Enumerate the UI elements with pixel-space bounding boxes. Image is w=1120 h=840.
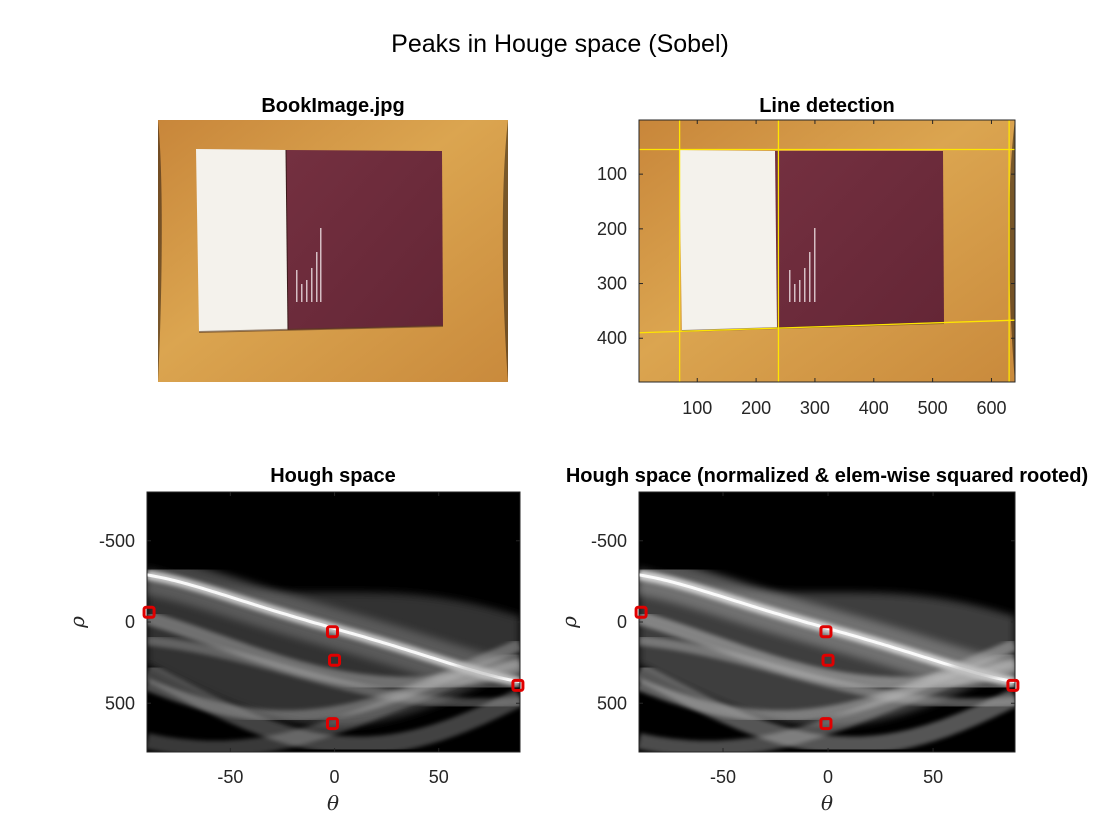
hough-space-peak-0 (142, 605, 156, 619)
hough-space-peak-4 (325, 717, 339, 731)
line-detection-ytick-1: 200 (597, 219, 627, 239)
hough-space-peak-3 (511, 678, 525, 692)
line-detection-xtick-0: 100 (682, 398, 712, 418)
line-detection-xtick-1: 200 (741, 398, 771, 418)
line-detection-xtick-2: 300 (800, 398, 830, 418)
hough-accumulator (147, 492, 520, 752)
line-detection-xtick-5: 600 (976, 398, 1006, 418)
hough-normalized-peak-4 (819, 717, 833, 731)
hough-normalized-peak-3 (1006, 678, 1020, 692)
panel-hough-normalized: Hough space (normalized & elem-wise squa… (557, 465, 1088, 815)
panel-line-detection-title: Line detection (759, 95, 895, 117)
hough-normalized-ytick-1: 0 (617, 612, 627, 632)
panel-hough-space-title: Hough space (270, 465, 396, 487)
hough-normalized-peak-1 (819, 625, 833, 639)
line-detection-photo (639, 120, 1015, 382)
panel-book-image: BookImage.jpg (158, 95, 508, 382)
detected-lines (639, 120, 1015, 382)
detected-line-4 (639, 319, 1015, 334)
book-photo (158, 120, 508, 382)
hough-space-peaks (142, 605, 525, 731)
panel-book-image-title: BookImage.jpg (261, 95, 404, 117)
hough-normalized-xtick-2: 50 (923, 767, 943, 787)
hough-normalized-xtick-1: 0 (823, 767, 833, 787)
hough-normalized-accumulator (639, 492, 1015, 752)
hough-space-ytick-2: 500 (105, 693, 135, 713)
hough-normalized-xtick-0: -50 (710, 767, 736, 787)
hough-space-peak-1 (325, 625, 339, 639)
hough-normalized-peaks (634, 605, 1020, 731)
hough-space-xtick-0: -50 (217, 767, 243, 787)
hough-space-ylabel: ρ (65, 616, 89, 629)
line-detection-axes: 100 200 300 400 500 600 100 200 300 400 (597, 119, 1016, 418)
hough-space-ytick-0: -500 (99, 531, 135, 551)
line-detection-ytick-3: 400 (597, 328, 627, 348)
hough-normalized-peak-0 (634, 605, 648, 619)
hough-space-ytick-1: 0 (125, 612, 135, 632)
hough-normalized-peak-2 (821, 653, 835, 667)
line-detection-ytick-2: 300 (597, 274, 627, 294)
figure-suptitle: Peaks in Houge space (Sobel) (391, 30, 729, 58)
panel-line-detection: Line detection 100 200 300 400 500 600 100 200 3… (597, 95, 1016, 418)
hough-space-xtick-1: 0 (330, 767, 340, 787)
line-detection-frame (638, 119, 1016, 383)
hough-space-xlabel: θ (327, 791, 339, 815)
line-detection-ytick-0: 100 (597, 164, 627, 184)
hough-normalized-xlabel: θ (821, 791, 833, 815)
hough-space-peak-2 (328, 653, 342, 667)
panel-hough-normalized-title: Hough space (normalized & elem-wise squa… (566, 465, 1088, 487)
line-detection-xtick-4: 500 (918, 398, 948, 418)
hough-normalized-ytick-0: -500 (591, 531, 627, 551)
line-detection-xtick-3: 400 (859, 398, 889, 418)
hough-normalized-ytick-2: 500 (597, 693, 627, 713)
hough-space-xtick-2: 50 (429, 767, 449, 787)
hough-normalized-ylabel: ρ (557, 616, 581, 629)
